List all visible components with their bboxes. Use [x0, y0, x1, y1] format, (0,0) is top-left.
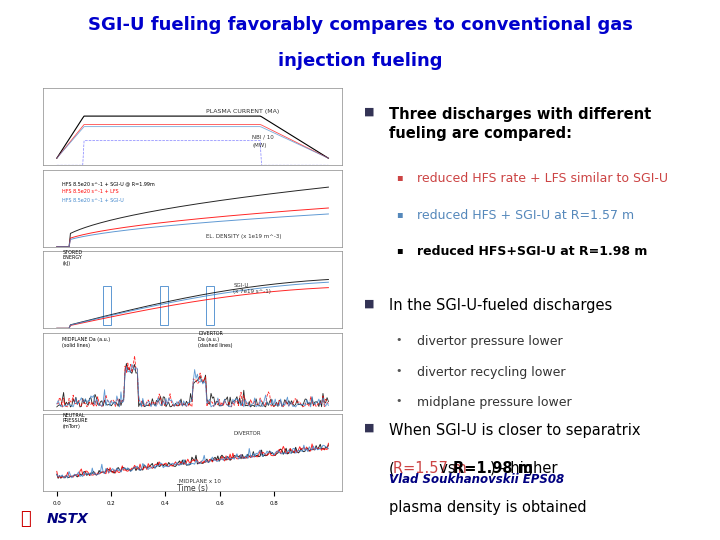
- Text: reduced HFS + SGI-U at R=1.57 m: reduced HFS + SGI-U at R=1.57 m: [417, 209, 634, 222]
- Text: •: •: [396, 366, 402, 376]
- Text: •: •: [396, 396, 402, 406]
- Text: (: (: [389, 462, 395, 476]
- Text: (MW): (MW): [252, 143, 266, 148]
- Text: ■: ■: [364, 423, 374, 433]
- Text: NBI / 10: NBI / 10: [252, 134, 274, 139]
- Text: DIVERTOR
Da (a.u.)
(dashed lines): DIVERTOR Da (a.u.) (dashed lines): [198, 331, 233, 348]
- Text: When SGI-U is closer to separatrix: When SGI-U is closer to separatrix: [389, 423, 640, 438]
- Text: •: •: [396, 335, 402, 345]
- Text: reduced HFS rate + LFS similar to SGI-U: reduced HFS rate + LFS similar to SGI-U: [417, 172, 668, 185]
- Text: 11: 11: [686, 513, 703, 526]
- Text: MIDPLANE Da (a.u.)
(solid lines): MIDPLANE Da (a.u.) (solid lines): [62, 337, 110, 348]
- Text: Ⓝ: Ⓝ: [20, 510, 31, 528]
- Text: ▪: ▪: [396, 172, 402, 182]
- Text: Jan 26-28, 2010: Jan 26-28, 2010: [535, 515, 617, 525]
- Text: SGI-U
(x 7e19 s^-1): SGI-U (x 7e19 s^-1): [233, 284, 271, 294]
- Text: R=1.57 m: R=1.57 m: [393, 462, 467, 476]
- Text: MIDPLANE x 10: MIDPLANE x 10: [179, 479, 221, 484]
- Text: NSTX: NSTX: [47, 512, 89, 526]
- Text: NSTX Physics Operations Course Gas Injection (Mueller): NSTX Physics Operations Course Gas Injec…: [214, 515, 506, 525]
- Text: vs: vs: [431, 462, 461, 476]
- Bar: [206, 286, 215, 325]
- Text: Vlad Soukhanovskii EPS08: Vlad Soukhanovskii EPS08: [389, 473, 564, 486]
- Bar: [103, 286, 111, 325]
- Text: injection fueling: injection fueling: [278, 52, 442, 70]
- Text: DIVERTOR: DIVERTOR: [233, 431, 261, 436]
- Text: midplane pressure lower: midplane pressure lower: [417, 396, 572, 409]
- Text: ▪: ▪: [396, 245, 402, 255]
- Text: R=1.98 m: R=1.98 m: [454, 462, 534, 476]
- Text: ■: ■: [364, 107, 374, 117]
- Text: ▪: ▪: [396, 209, 402, 219]
- Text: HFS 8.5e20 s^-1 + LFS: HFS 8.5e20 s^-1 + LFS: [62, 190, 119, 194]
- Text: reduced HFS+SGI-U at R=1.98 m: reduced HFS+SGI-U at R=1.98 m: [417, 245, 647, 259]
- Text: PLASMA CURRENT (MA): PLASMA CURRENT (MA): [206, 109, 279, 113]
- Text: plasma density is obtained: plasma density is obtained: [389, 500, 586, 515]
- Text: Time (s): Time (s): [177, 484, 208, 493]
- Text: STORED
ENERGY
(kJ): STORED ENERGY (kJ): [62, 249, 82, 266]
- Text: divertor pressure lower: divertor pressure lower: [417, 335, 562, 348]
- Text: divertor recycling lower: divertor recycling lower: [417, 366, 565, 379]
- Text: SGI-U fueling favorably compares to conventional gas: SGI-U fueling favorably compares to conv…: [88, 16, 632, 34]
- Text: HFS 8.5e20 s^-1 + SGI-U @ R=1.99m: HFS 8.5e20 s^-1 + SGI-U @ R=1.99m: [62, 181, 155, 186]
- Text: ■: ■: [364, 299, 374, 308]
- Text: NEUTRAL
PRESSURE
(mTorr): NEUTRAL PRESSURE (mTorr): [62, 413, 88, 429]
- Text: EL. DENSITY (x 1e19 m^-3): EL. DENSITY (x 1e19 m^-3): [206, 234, 282, 239]
- Circle shape: [0, 505, 292, 534]
- Text: In the SGI-U-fueled discharges: In the SGI-U-fueled discharges: [389, 299, 612, 313]
- Bar: [160, 286, 168, 325]
- Text: Three discharges with different
fueling are compared:: Three discharges with different fueling …: [389, 107, 651, 141]
- Text: ) - higher: ) - higher: [490, 462, 558, 476]
- Text: HFS 8.5e20 s^-1 + SGI-U: HFS 8.5e20 s^-1 + SGI-U: [62, 198, 124, 203]
